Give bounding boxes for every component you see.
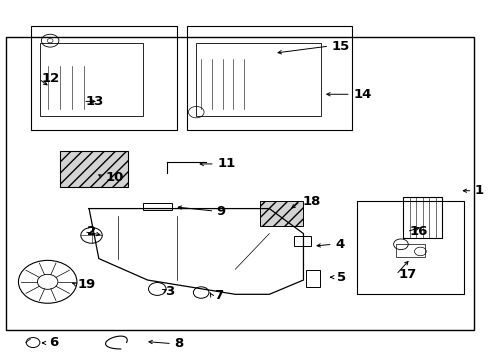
Bar xyxy=(6,37,474,330)
Text: 4: 4 xyxy=(335,238,344,251)
Bar xyxy=(196,43,320,116)
Text: 19: 19 xyxy=(78,278,96,291)
Text: 14: 14 xyxy=(353,88,371,101)
Bar xyxy=(187,26,352,130)
Text: 7: 7 xyxy=(214,288,223,302)
Bar xyxy=(396,244,425,257)
Bar xyxy=(306,270,320,287)
Text: 8: 8 xyxy=(174,337,184,350)
Text: 15: 15 xyxy=(332,40,350,53)
Text: 1: 1 xyxy=(475,184,484,197)
Bar xyxy=(294,236,311,246)
Bar xyxy=(30,26,177,130)
Text: 2: 2 xyxy=(87,225,96,238)
Bar xyxy=(143,203,172,210)
Text: 17: 17 xyxy=(398,268,416,281)
Text: 5: 5 xyxy=(337,271,346,284)
Text: 10: 10 xyxy=(105,171,123,184)
Text: 3: 3 xyxy=(165,285,174,298)
Text: 12: 12 xyxy=(41,72,60,85)
Bar xyxy=(403,197,442,238)
Text: 11: 11 xyxy=(217,157,236,170)
Text: 9: 9 xyxy=(217,204,226,217)
Text: 13: 13 xyxy=(86,95,104,108)
Text: 16: 16 xyxy=(409,225,428,238)
Bar xyxy=(40,43,143,116)
Text: 18: 18 xyxy=(302,195,321,208)
FancyBboxPatch shape xyxy=(60,152,128,187)
FancyBboxPatch shape xyxy=(260,202,303,226)
Bar xyxy=(357,202,464,294)
Text: 6: 6 xyxy=(49,336,58,350)
